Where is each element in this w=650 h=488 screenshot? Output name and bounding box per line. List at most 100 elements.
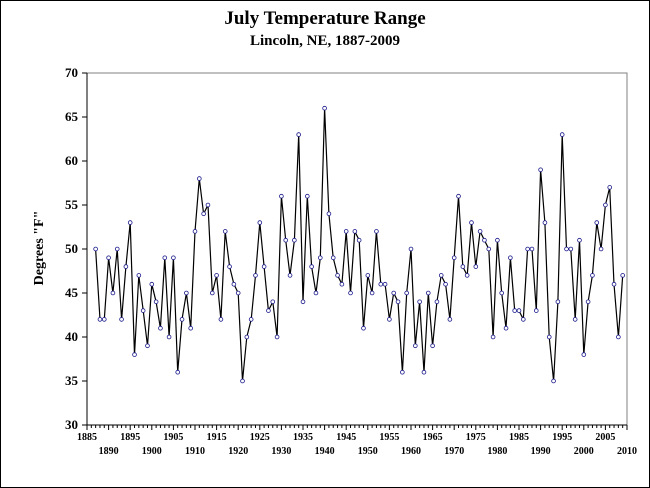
x-tick-label: 1955	[379, 432, 399, 443]
data-point	[305, 193, 310, 199]
data-point	[538, 167, 543, 173]
data-point	[564, 246, 569, 252]
x-tick-label: 1935	[293, 432, 313, 443]
data-point	[516, 308, 522, 313]
x-axis-ticks: 1885 1895 1905 1915 1925 1935 1945 1955 1965 1975…	[77, 425, 637, 457]
y-tick-label: 30	[65, 417, 78, 432]
temperature-series	[93, 105, 625, 384]
x-tick-label: 1905	[163, 432, 183, 443]
x-tick-label: 1890	[99, 446, 119, 457]
x-tick-label: 2005	[595, 432, 615, 443]
data-point	[166, 334, 172, 340]
data-point	[572, 317, 578, 322]
data-point	[469, 220, 474, 225]
data-point	[503, 325, 509, 331]
x-tick-label: 1925	[250, 432, 270, 443]
data-point	[456, 193, 461, 199]
data-point	[413, 343, 418, 349]
data-point	[292, 237, 297, 243]
data-point	[447, 317, 453, 322]
data-point	[594, 220, 600, 225]
y-tick-label: 50	[65, 241, 78, 256]
data-point	[184, 290, 189, 296]
data-point	[499, 290, 505, 296]
data-point	[248, 317, 254, 322]
data-point	[296, 132, 301, 137]
data-point	[508, 255, 513, 261]
data-point	[568, 246, 574, 252]
chart-subtitle: Lincoln, NE, 1887-2009	[249, 33, 400, 49]
data-point	[253, 273, 258, 278]
data-point	[430, 343, 435, 349]
data-point	[559, 132, 565, 137]
x-tick-label: 1950	[358, 446, 378, 457]
data-point	[421, 369, 427, 375]
data-point	[425, 290, 431, 296]
data-point	[343, 229, 349, 234]
y-tick-label: 35	[65, 373, 79, 388]
data-point	[313, 290, 319, 296]
data-point	[473, 264, 479, 269]
data-point	[404, 290, 409, 296]
data-point	[495, 237, 500, 243]
data-point	[585, 299, 591, 305]
data-point	[97, 317, 103, 322]
data-point	[490, 334, 496, 340]
data-point	[365, 273, 371, 278]
data-point	[279, 193, 284, 199]
x-tick-label: 1940	[315, 446, 335, 457]
x-tick-label: 1900	[142, 446, 162, 457]
data-point	[322, 105, 327, 111]
data-point	[598, 246, 604, 252]
data-point	[300, 299, 306, 305]
x-tick-label: 1885	[77, 432, 97, 443]
x-tick-label: 1920	[228, 446, 248, 457]
data-point	[93, 246, 98, 252]
y-tick-label: 40	[65, 329, 78, 344]
data-point	[326, 211, 332, 217]
data-point	[257, 220, 263, 225]
data-point	[477, 229, 483, 234]
data-point	[464, 273, 470, 278]
data-point	[162, 255, 168, 261]
x-tick-label: 1965	[423, 432, 443, 443]
data-point	[145, 343, 150, 349]
data-point	[214, 273, 219, 278]
data-point	[348, 290, 353, 296]
data-point	[603, 202, 608, 208]
data-point	[620, 273, 625, 278]
data-point	[616, 334, 621, 340]
data-point	[140, 308, 146, 313]
data-point	[114, 246, 120, 252]
data-point	[197, 176, 202, 181]
data-point	[179, 317, 185, 322]
data-point	[460, 264, 466, 269]
data-point	[132, 352, 137, 357]
series-line	[95, 108, 624, 382]
data-point	[378, 281, 384, 287]
data-point	[175, 369, 181, 375]
data-point	[408, 246, 414, 252]
data-point	[136, 273, 142, 278]
data-point	[391, 290, 397, 296]
data-point	[218, 317, 224, 322]
data-point	[339, 281, 345, 287]
data-point	[127, 220, 133, 225]
data-point	[369, 290, 375, 296]
data-point	[209, 290, 215, 296]
data-point	[266, 308, 271, 313]
data-point	[244, 334, 250, 340]
data-point	[106, 255, 111, 261]
data-point	[551, 378, 556, 384]
data-point	[529, 246, 535, 252]
data-point	[158, 325, 163, 331]
data-point	[283, 237, 289, 243]
data-point	[581, 352, 587, 357]
data-point	[270, 299, 276, 305]
data-point	[227, 264, 232, 269]
chart-title: July Temperature Range	[224, 8, 426, 29]
data-point	[611, 281, 617, 287]
data-point	[287, 273, 293, 278]
data-point	[400, 369, 405, 375]
